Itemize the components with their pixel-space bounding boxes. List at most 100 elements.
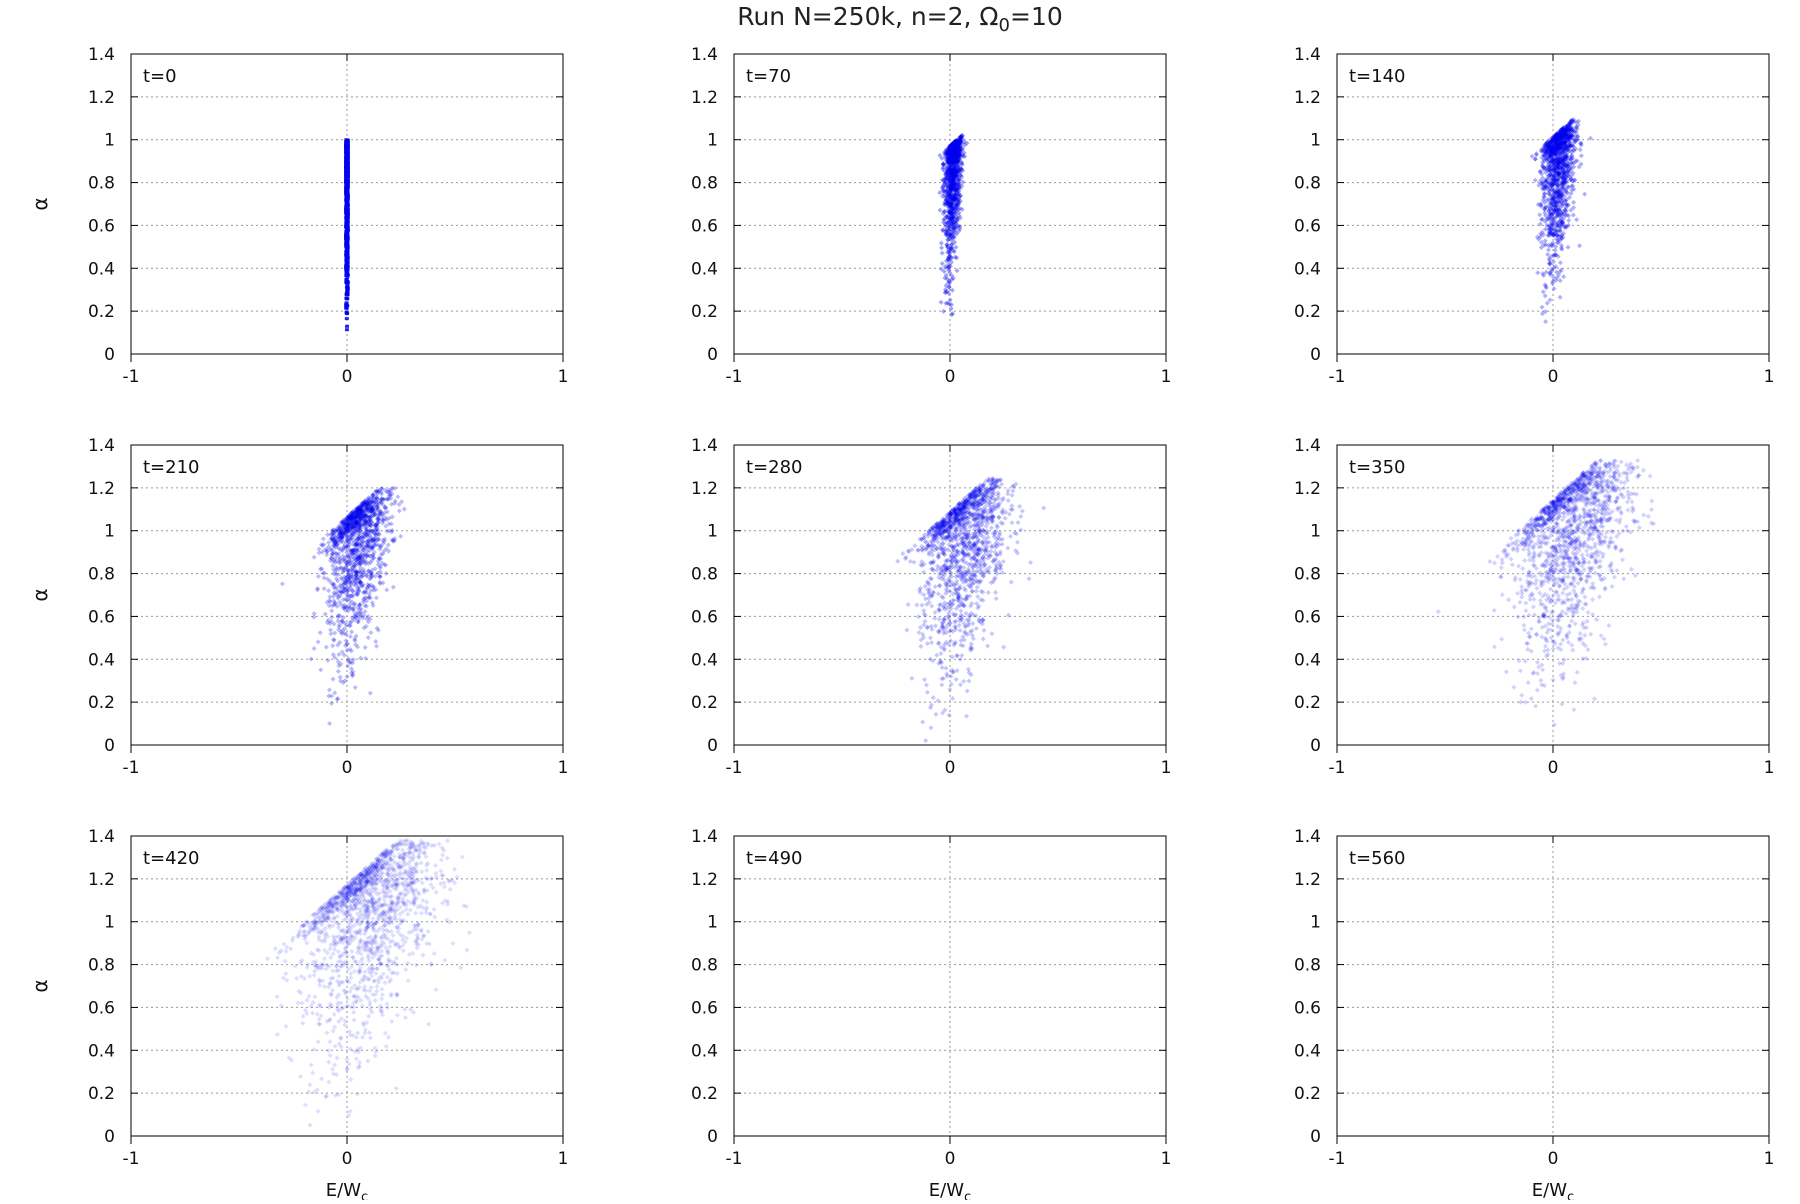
data-point [1008,534,1013,539]
y-tick-label: 0 [104,345,115,365]
data-point [346,221,350,224]
y-tick-label: 0.2 [88,302,115,322]
x-tick-label: 0 [342,367,353,387]
figure-title-subscript: 0 [999,15,1010,36]
data-point [363,645,368,650]
data-point [344,264,348,267]
data-point [346,179,350,182]
y-tick-label: 0 [104,736,115,756]
data-point [996,515,1001,520]
data-point [326,693,331,698]
data-point [953,245,958,250]
x-tick-label: -1 [1329,367,1346,387]
data-point [345,328,349,331]
data-point [374,595,379,600]
data-point [1018,514,1023,519]
data-point [316,574,321,579]
data-point [974,626,979,631]
data-point [329,615,334,620]
data-point [346,217,350,220]
data-point [346,250,350,253]
data-point [344,198,348,201]
data-point [345,286,349,289]
data-point [1533,157,1538,162]
y-tick-label: 0.2 [691,302,718,322]
data-point [922,677,927,682]
data-point [939,300,944,305]
y-tick-label: 0.4 [88,650,115,670]
data-point [322,586,327,591]
x-tick-label: 0 [945,367,956,387]
data-point [954,268,959,273]
data-point [1552,286,1557,291]
data-point [1571,200,1576,205]
data-point [1010,520,1015,525]
data-point [933,623,938,628]
scatter-points [1530,117,1593,324]
y-tick-label: 0.8 [88,174,115,194]
y-tick-label: 1 [707,131,718,151]
data-point [345,260,349,263]
y-tick-label: 1 [104,522,115,542]
data-point [344,193,348,196]
data-point [940,251,945,256]
data-point [346,211,350,214]
figure-title-text: Run N=250k, n=2, Ω [737,2,998,31]
data-point [932,616,937,621]
data-point [327,721,332,726]
x-tick-label: -1 [123,367,140,387]
data-point [346,229,350,232]
data-point [326,540,331,545]
data-point [1015,520,1020,525]
figure-title: Run N=250k, n=2, Ω0=10 [0,2,1800,36]
data-point [908,559,913,564]
data-point [1533,178,1538,183]
y-tick-label: 0.2 [1294,302,1321,322]
data-point [328,631,333,636]
y-tick-label: 0.6 [88,216,115,236]
data-point [1005,491,1010,496]
y-tick-label: 0.4 [1294,259,1321,279]
data-point [332,630,337,635]
data-point [925,690,930,695]
data-point [1553,248,1558,253]
data-point [344,234,348,237]
data-point [941,309,946,314]
data-point [1574,217,1579,222]
data-point [348,634,353,639]
data-point [321,536,326,541]
data-point [344,138,348,141]
data-point [986,590,991,595]
data-point [1018,528,1023,533]
data-point [931,695,936,700]
data-point [1543,319,1548,324]
data-point [939,245,944,250]
panel-label: t=0 [143,66,177,87]
data-point [345,317,349,320]
scatter-points [937,133,969,317]
data-point [937,583,942,588]
data-point [332,637,337,642]
data-point [1006,613,1011,618]
data-point [1003,516,1008,521]
data-point [323,612,328,617]
x-tick-label: 0 [342,758,353,778]
data-point [316,639,321,644]
data-point [989,631,994,636]
data-point [329,701,334,706]
y-tick-label: 0.6 [1294,216,1321,236]
data-point [1579,153,1584,158]
data-point [397,508,402,513]
y-tick-label: 0.6 [88,607,115,627]
data-point [368,630,373,635]
data-point [344,269,348,272]
data-point [318,667,323,672]
y-tick-label: 1.4 [1294,45,1321,65]
data-point [922,619,927,624]
data-point [1558,260,1563,265]
data-point [344,142,348,145]
data-point [280,581,285,586]
data-point [911,560,916,565]
